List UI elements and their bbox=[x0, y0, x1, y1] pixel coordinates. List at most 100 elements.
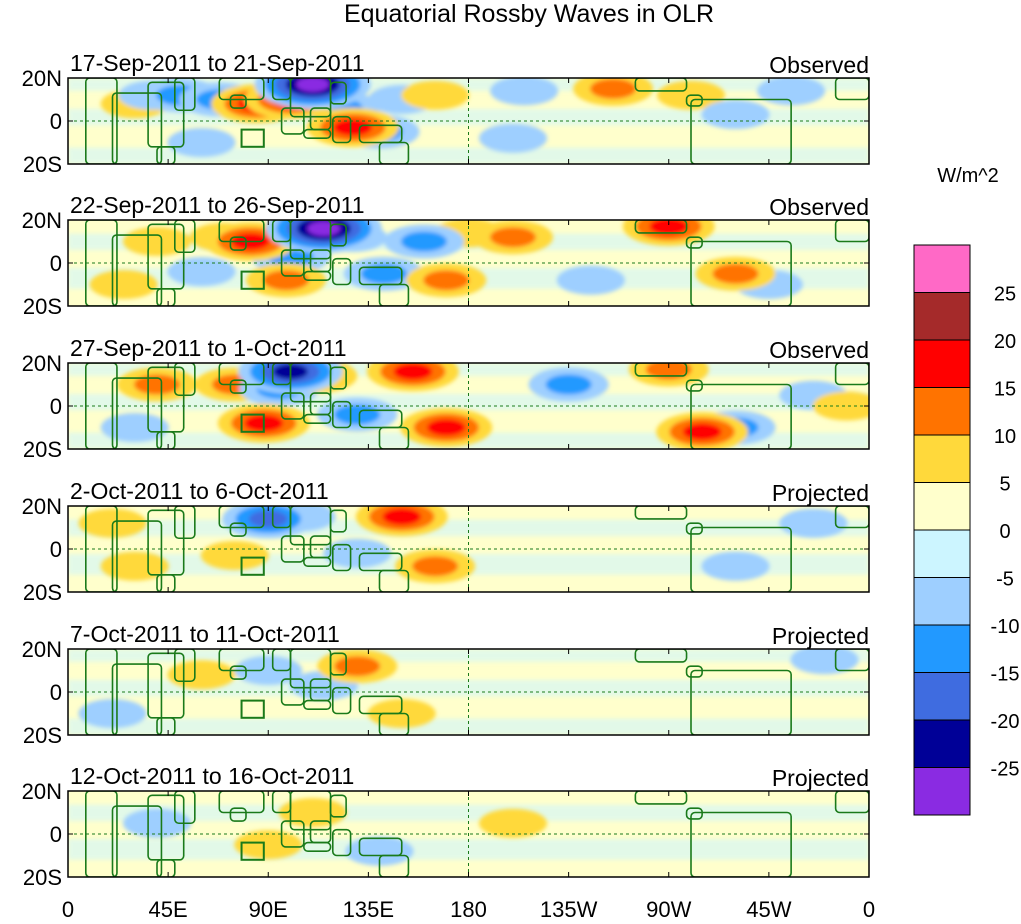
colorbar-tick-label: -15 bbox=[991, 664, 1020, 686]
anomaly-contour bbox=[401, 80, 470, 110]
colorbar-tick-label: -5 bbox=[996, 569, 1014, 591]
colorbar-swatch bbox=[913, 244, 971, 293]
anomaly-contour bbox=[401, 231, 447, 252]
y-tick-label: 20S bbox=[23, 437, 62, 462]
anomaly-contour bbox=[423, 270, 470, 291]
colorbar-swatch bbox=[913, 482, 971, 531]
colorbar-swatch bbox=[913, 719, 971, 768]
anomaly-contour bbox=[307, 221, 341, 236]
anomaly-contour bbox=[167, 128, 236, 157]
colorbar-swatch bbox=[913, 339, 971, 388]
colorbar: 25 20 15 10 5 0 -5 -10 -15 -20 -25 bbox=[913, 244, 1020, 816]
colorbar-tick-label: 15 bbox=[994, 379, 1016, 401]
anomaly-contour bbox=[490, 227, 536, 248]
colorbar-swatch bbox=[913, 434, 971, 483]
anomaly-contour bbox=[167, 660, 236, 690]
colorbar-tick-label: 10 bbox=[994, 426, 1016, 448]
panel-label: Observed bbox=[769, 52, 869, 78]
anomaly-contour bbox=[296, 78, 330, 92]
longitude-axis: 0 45E 90E 135E 180 135W 90W 45W 0 bbox=[62, 897, 875, 922]
anomaly-contour bbox=[334, 656, 381, 677]
x-tick-label: 180 bbox=[450, 897, 487, 922]
colorbar-swatch bbox=[913, 624, 971, 673]
colorbar-swatch bbox=[913, 387, 971, 436]
colorbar-tick-label: 5 bbox=[999, 474, 1010, 496]
colorbar-tick-label: 0 bbox=[999, 521, 1010, 543]
colorbar-swatch bbox=[913, 292, 971, 341]
panel-date-range: 17-Sep-2011 to 21-Sep-2011 bbox=[70, 50, 365, 76]
y-tick-label: 20S bbox=[23, 580, 62, 605]
map-panel: 20N 0 20S 7-Oct-2011 to 11-Oct-2011 Projecte… bbox=[22, 621, 870, 748]
colorbar-swatch bbox=[913, 529, 971, 578]
y-tick-label: 20S bbox=[23, 152, 62, 177]
y-tick-label: 20N bbox=[22, 779, 62, 804]
anomaly-contour bbox=[345, 836, 414, 866]
x-tick-label: 90W bbox=[646, 897, 691, 922]
anomaly-contour bbox=[248, 510, 288, 528]
y-tick-label: 20S bbox=[23, 294, 62, 319]
colorbar-units: W/m^2 bbox=[937, 165, 999, 187]
y-tick-label: 20S bbox=[23, 723, 62, 748]
anomaly-contour bbox=[200, 540, 269, 570]
anomaly-contour bbox=[701, 551, 770, 581]
coastlines bbox=[85, 220, 869, 306]
panel-date-range: 12-Oct-2011 to 16-Oct-2011 bbox=[70, 763, 354, 789]
index-box bbox=[240, 841, 265, 861]
colorbar-swatch bbox=[913, 767, 971, 816]
anomaly-contour bbox=[649, 220, 689, 235]
panel-date-range: 2-Oct-2011 to 6-Oct-2011 bbox=[70, 478, 329, 504]
x-tick-label: 135W bbox=[540, 897, 598, 922]
y-tick-label: 0 bbox=[50, 680, 62, 705]
anomaly-contour bbox=[757, 78, 826, 106]
x-tick-label: 135E bbox=[343, 897, 394, 922]
y-tick-label: 20N bbox=[22, 66, 62, 91]
anomaly-contour bbox=[812, 391, 869, 421]
y-tick-label: 20N bbox=[22, 351, 62, 376]
anomaly-contour bbox=[234, 830, 303, 860]
panel-date-range: 27-Sep-2011 to 1-Oct-2011 bbox=[70, 335, 347, 361]
anomaly-contour bbox=[490, 78, 559, 106]
anomaly-contour bbox=[556, 265, 625, 295]
anomaly-contour bbox=[167, 257, 236, 287]
index-box bbox=[240, 128, 265, 148]
colorbar-swatch bbox=[913, 672, 971, 721]
x-tick-label: 0 bbox=[62, 897, 74, 922]
x-tick-label: 45W bbox=[746, 897, 791, 922]
chart-title: Equatorial Rossby Waves in OLR bbox=[344, 0, 714, 28]
y-tick-label: 20S bbox=[23, 865, 62, 890]
index-box bbox=[240, 699, 265, 719]
colorbar-tick-label: -20 bbox=[991, 711, 1020, 733]
map-panel: 20N 0 20S 12-Oct-2011 to 16-Oct-2011 Project… bbox=[22, 763, 870, 890]
anomaly-contour bbox=[590, 78, 637, 99]
anomaly-contour bbox=[323, 538, 392, 568]
y-tick-label: 0 bbox=[50, 109, 62, 134]
panel-label: Projected bbox=[772, 765, 869, 791]
anomaly-contour bbox=[393, 363, 433, 381]
y-tick-label: 20N bbox=[22, 494, 62, 519]
anomaly-contour bbox=[89, 270, 158, 299]
anomaly-contour bbox=[479, 123, 547, 153]
panel-label: Observed bbox=[769, 194, 869, 220]
y-tick-label: 0 bbox=[50, 251, 62, 276]
x-tick-label: 45E bbox=[149, 897, 188, 922]
index-box bbox=[240, 270, 265, 290]
anomaly-contour bbox=[545, 374, 592, 395]
panel-label: Projected bbox=[772, 623, 869, 649]
y-tick-label: 20N bbox=[22, 208, 62, 233]
colorbar-tick-label: -25 bbox=[991, 759, 1020, 781]
map-panel: 20N 0 20S 27-Sep-2011 to 1-Oct-2011 Observed bbox=[22, 335, 870, 462]
map-panel: 20N 0 20S 22-Sep-2011 to 26-Sep-2011 Observe… bbox=[22, 192, 870, 319]
anomaly-contour bbox=[334, 404, 381, 425]
anomaly-contour bbox=[701, 100, 770, 130]
anomaly-contour bbox=[382, 508, 422, 526]
anomaly-contour bbox=[790, 649, 859, 675]
map-panels: 20N 0 20S 17-Sep-2011 to 21-Sep-2011 Observe… bbox=[22, 50, 870, 890]
y-tick-label: 0 bbox=[50, 822, 62, 847]
colorbar-swatch bbox=[913, 577, 971, 626]
x-tick-label: 0 bbox=[863, 897, 875, 922]
panel-label: Projected bbox=[772, 480, 869, 506]
panel-label: Observed bbox=[769, 337, 869, 363]
map-panel: 20N 0 20S 2-Oct-2011 to 6-Oct-2011 Projected bbox=[22, 478, 870, 605]
anomaly-contour bbox=[134, 374, 180, 395]
colorbar-tick-label: 25 bbox=[994, 284, 1016, 306]
